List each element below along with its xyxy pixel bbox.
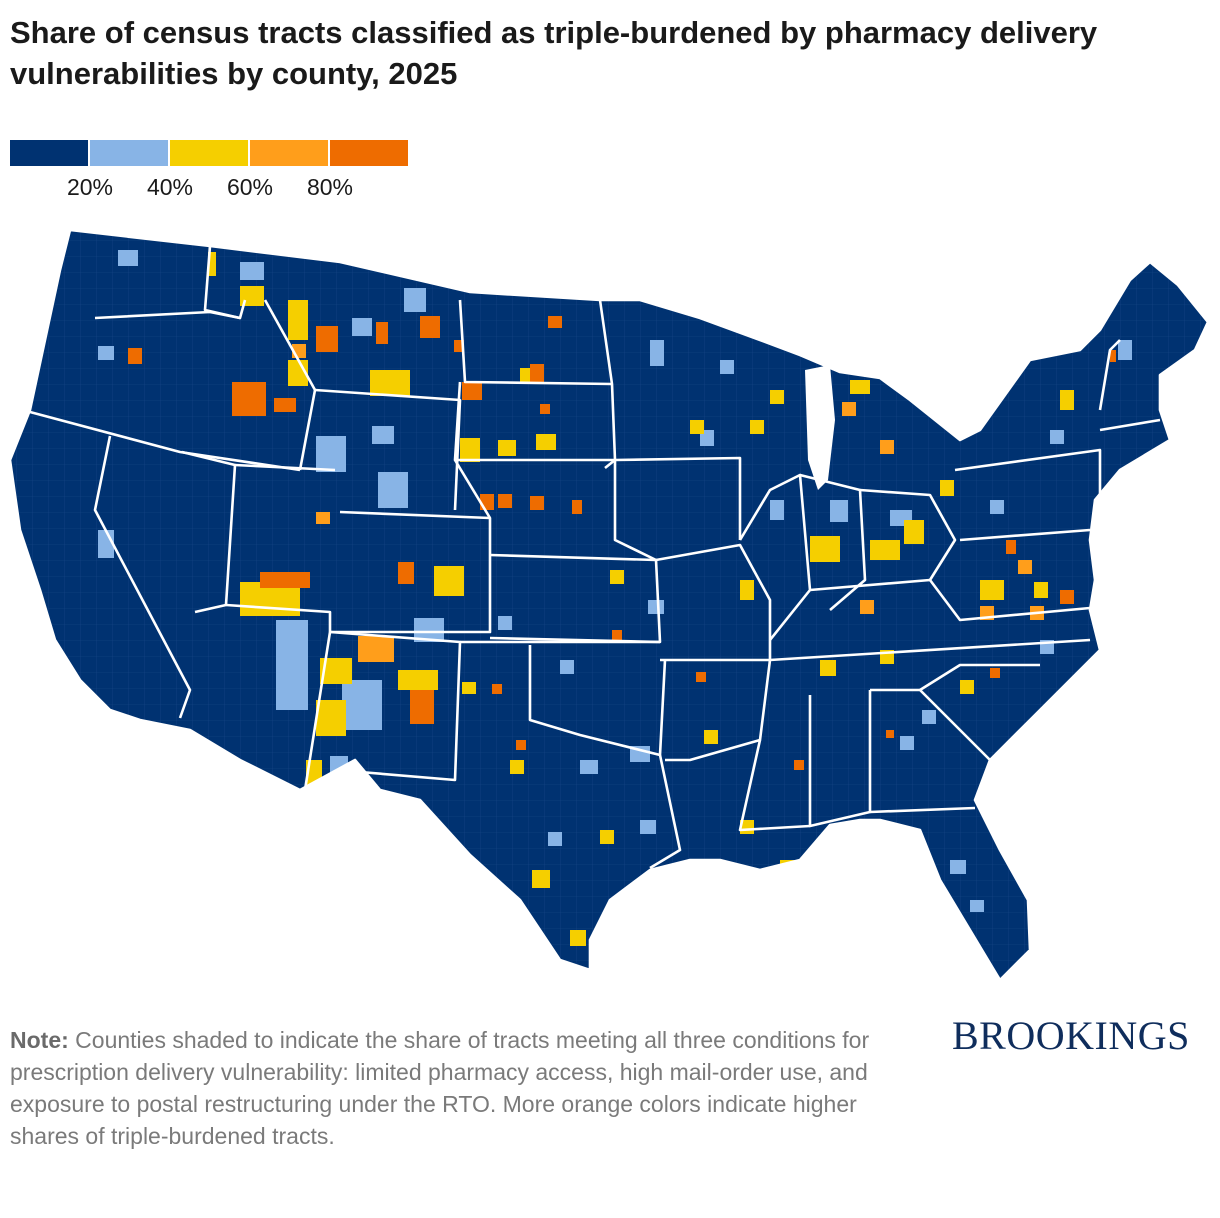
lake-michigan (805, 365, 835, 490)
note-label: Note: (10, 1027, 69, 1053)
county-tier-20-40 (98, 250, 1132, 912)
legend-bar (10, 140, 410, 166)
us-county-map (8, 228, 1210, 982)
legend-swatch-60-80 (250, 140, 328, 166)
legend-tick-20: 20% (66, 174, 114, 200)
chart-title: Share of census tracts classified as tri… (10, 15, 1098, 91)
county-tier-80-100 (128, 316, 1116, 770)
legend-swatch-80-100 (330, 140, 408, 166)
legend-swatch-0-20 (10, 140, 88, 166)
state-borders (8, 228, 1210, 982)
brookings-logo: BROOKINGS (952, 1013, 1190, 1058)
footnote: Note: Counties shaded to indicate the sh… (10, 1024, 910, 1152)
legend-labels: 20% 40% 60% 80% (10, 166, 410, 200)
legend-tick-80: 80% (306, 174, 354, 200)
color-legend: 20% 40% 60% 80% (10, 140, 410, 200)
legend-swatch-20-40 (90, 140, 168, 166)
legend-swatch-40-60 (170, 140, 248, 166)
note-text: Counties shaded to indicate the share of… (10, 1027, 870, 1149)
legend-tick-60: 60% (226, 174, 274, 200)
legend-tick-40: 40% (146, 174, 194, 200)
